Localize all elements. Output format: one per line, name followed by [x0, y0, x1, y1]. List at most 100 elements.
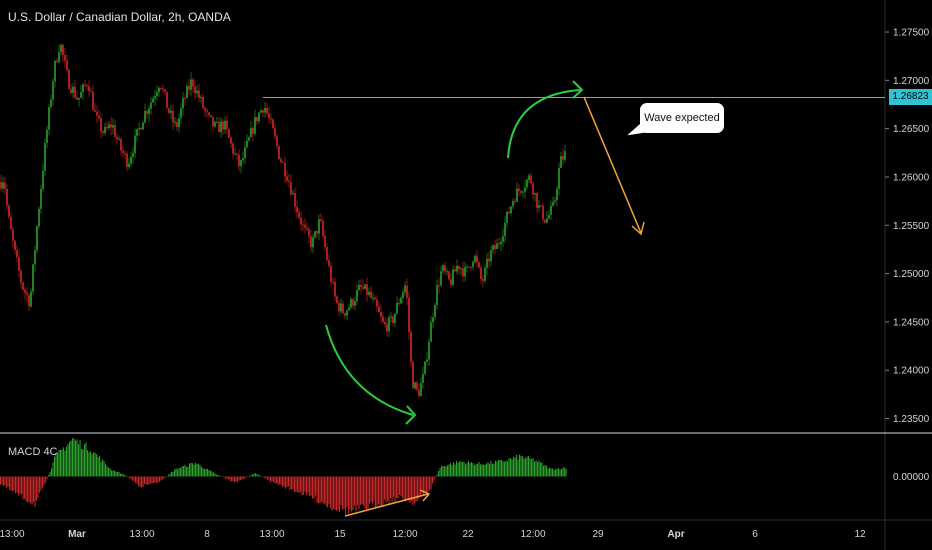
macd-bar	[60, 449, 62, 477]
candle-body	[380, 312, 382, 317]
macd-bar	[25, 476, 27, 502]
macd-bar	[114, 470, 116, 477]
candle-body	[324, 235, 326, 248]
candle-body	[244, 147, 246, 159]
candle-body	[46, 129, 48, 144]
macd-bar	[417, 476, 419, 501]
chart-title: U.S. Dollar / Canadian Dollar, 2h, OANDA	[8, 10, 231, 24]
macd-bar	[412, 476, 414, 506]
macd-bar	[132, 476, 134, 481]
candle-body	[50, 99, 52, 108]
macd-bar	[258, 474, 260, 477]
candle-body	[148, 108, 150, 114]
macd-bar	[312, 476, 314, 499]
candle-body	[564, 151, 566, 160]
candle-body	[64, 54, 66, 61]
price-tick-label: 1.24500	[893, 317, 930, 328]
macd-bar	[156, 476, 158, 483]
candle-body	[294, 193, 296, 207]
candle-body	[128, 163, 130, 168]
macd-bar	[261, 476, 263, 477]
macd-bar	[556, 468, 558, 477]
candle-body	[474, 255, 476, 262]
candle-body	[378, 306, 380, 313]
candle-body	[214, 122, 216, 127]
candle-body	[352, 299, 354, 306]
macd-bar	[28, 476, 30, 502]
macd-bar	[480, 464, 482, 477]
macd-bar	[550, 468, 552, 477]
macd-bar	[564, 467, 566, 477]
macd-bar	[192, 463, 194, 477]
candle-body	[282, 162, 284, 164]
macd-bar	[426, 476, 428, 493]
macd-bar	[57, 452, 59, 477]
wave-expected-callout[interactable]: Wave expected	[640, 103, 724, 133]
macd-bar	[63, 447, 65, 477]
candle-body	[34, 250, 36, 265]
macd-bar	[244, 476, 246, 479]
macd-bar	[358, 476, 360, 509]
macd-bar	[175, 468, 177, 477]
candle-body	[196, 90, 198, 93]
candle-body	[206, 110, 208, 113]
macd-bar	[265, 476, 267, 479]
macd-bar	[162, 476, 164, 480]
candle-body	[308, 229, 310, 237]
candle-body	[268, 113, 270, 119]
candle-body	[402, 292, 404, 298]
time-tick-label: 15	[334, 529, 346, 540]
macd-bar	[451, 465, 453, 477]
macd-bar	[489, 463, 491, 477]
macd-bar	[264, 476, 266, 479]
macd-bar	[502, 461, 504, 477]
macd-bar	[124, 475, 126, 477]
level-price-label: 1.26823	[889, 89, 932, 106]
macd-bar	[9, 476, 11, 490]
macd-bar	[198, 463, 200, 477]
candle-body	[68, 70, 70, 89]
candle-body	[544, 219, 546, 223]
macd-bar	[447, 465, 449, 477]
candle-body	[388, 317, 390, 332]
macd-bar	[525, 458, 527, 477]
macd-bar	[459, 461, 461, 477]
candle-body	[426, 359, 428, 362]
candle-body	[472, 261, 474, 268]
candle-body	[76, 97, 78, 100]
candle-body	[60, 44, 62, 53]
candle-body	[18, 257, 20, 271]
macd-bar	[330, 476, 332, 508]
macd-bar	[120, 473, 122, 477]
candle-body	[508, 211, 510, 214]
macd-bar	[294, 476, 296, 493]
macd-bar	[160, 476, 162, 481]
macd-bar	[157, 476, 159, 483]
macd-bar	[465, 464, 467, 477]
macd-bar	[540, 462, 542, 477]
candle-body	[136, 129, 138, 136]
candle-body	[318, 219, 320, 234]
candle-body	[22, 282, 24, 290]
candle-body	[494, 245, 496, 250]
macd-bar	[445, 466, 447, 477]
macd-bar	[54, 456, 56, 477]
macd-bar	[369, 476, 371, 504]
candle-body	[400, 297, 402, 304]
macd-bar	[552, 468, 554, 477]
macd-bar	[336, 476, 338, 511]
macd-indicator-label[interactable]: MACD 4C	[8, 446, 58, 458]
macd-bar	[84, 444, 86, 477]
candle-body	[0, 181, 2, 189]
candle-body	[502, 236, 504, 242]
macd-bar	[10, 476, 12, 491]
macd-bar	[34, 476, 36, 507]
macd-bar	[145, 476, 147, 485]
macd-bar	[337, 476, 339, 511]
candle-body	[272, 119, 274, 129]
candle-body	[226, 120, 228, 130]
macd-bar	[229, 476, 231, 481]
macd-bar	[390, 476, 392, 499]
macd-bar	[19, 476, 21, 494]
candle-body	[464, 267, 466, 277]
